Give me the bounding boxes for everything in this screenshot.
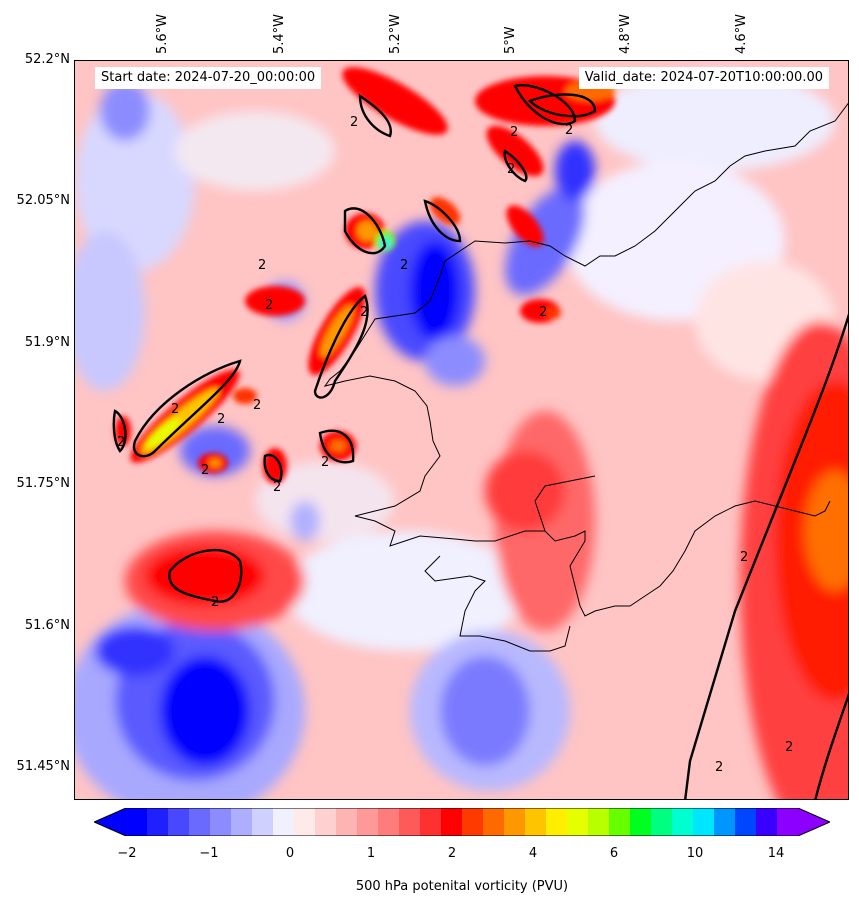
colorbar-segment [126, 808, 148, 836]
lat-label-51.9n: 51.9°N [24, 335, 70, 350]
start-date-label: Start date: 2024-07-20_00:00:00 [95, 67, 322, 89]
contour-label: 2 [273, 480, 281, 495]
cb-tick-1: 1 [366, 846, 376, 861]
colorbar-segment [756, 808, 778, 836]
contour-label: 2 [201, 463, 209, 478]
contour-label: 2 [211, 595, 219, 610]
contour-label: 2 [400, 258, 408, 273]
cb-tick-10: 10 [686, 846, 704, 861]
contour-label: 2 [507, 162, 515, 177]
colorbar-segment [483, 808, 505, 836]
colorbar-segment [168, 808, 190, 836]
colorbar-segment [735, 808, 757, 836]
colorbar-segment [399, 808, 421, 836]
colorbar-segment [189, 808, 211, 836]
pv-field: 2 2 2 2 2 2 2 2 2 2 2 2 2 2 2 2 2 2 2 2 [75, 61, 848, 799]
colorbar-segment [231, 808, 253, 836]
contour-label: 2 [321, 455, 329, 470]
lon-label-5.6w: 5.6°W [155, 13, 170, 54]
contour-label: 2 [117, 435, 125, 450]
lat-label-51.45n: 51.45°N [16, 759, 70, 774]
cb-tick-4: 4 [528, 846, 538, 861]
lon-label-4.8w: 4.8°W [618, 13, 633, 54]
colorbar-segment [525, 808, 547, 836]
contour-label: 2 [565, 123, 573, 138]
cb-tick-14: 14 [767, 846, 785, 861]
contour-label: 2 [360, 305, 368, 320]
colorbar-segment [336, 808, 358, 836]
lat-label-51.75n: 51.75°N [16, 476, 70, 491]
pv-field-smooth [75, 71, 848, 799]
colorbar-segment [462, 808, 484, 836]
lat-label-52.2n: 52.2°N [24, 52, 70, 67]
contour-label: 2 [740, 550, 748, 565]
contour-label: 2 [265, 298, 273, 313]
colorbar-extend-min [94, 808, 126, 836]
pv-contours [112, 84, 848, 799]
colorbar-segment [210, 808, 232, 836]
lon-label-5w: 5°W [503, 26, 518, 54]
colorbar-segment [273, 808, 295, 836]
colorbar-segment [567, 808, 589, 836]
colorbar-segment [693, 808, 715, 836]
colorbar-segment [252, 808, 274, 836]
colorbar-segment [294, 808, 316, 836]
colorbar-segment [378, 808, 400, 836]
colorbar-label: 500 hPa potenital vorticity (PVU) [355, 879, 569, 894]
contour-label: 2 [217, 412, 225, 427]
contour-label: 2 [253, 398, 261, 413]
lon-label-5.2w: 5.2°W [388, 13, 403, 54]
valid-date-label: Valid_date: 2024-07-20T10:00:00.00 [578, 67, 829, 89]
contour-label: 2 [715, 760, 723, 775]
colorbar-segment [420, 808, 442, 836]
colorbar-segment [504, 808, 526, 836]
colorbar-segment [588, 808, 610, 836]
coastline-south [424, 555, 571, 652]
colorbar [94, 808, 830, 836]
colorbar-segment [147, 808, 169, 836]
colorbar-segment [441, 808, 463, 836]
contour-labels: 2 2 2 2 2 2 2 2 2 2 2 2 2 2 2 2 2 2 2 2 [117, 115, 793, 775]
coastline-estuary [534, 475, 596, 532]
coastline [323, 102, 848, 617]
pv-map: 2 2 2 2 2 2 2 2 2 2 2 2 2 2 2 2 2 2 2 2 [74, 60, 849, 800]
contour-label: 2 [258, 258, 266, 273]
cb-tick-0: 0 [285, 846, 295, 861]
contour-label: 2 [350, 115, 358, 130]
contour-label: 2 [171, 402, 179, 417]
contour-label: 2 [539, 305, 547, 320]
colorbar-segment [777, 808, 799, 836]
colorbar-segment [630, 808, 652, 836]
cb-tick-minus1: −1 [199, 846, 219, 861]
colorbar-segment [651, 808, 673, 836]
colorbar-segment [315, 808, 337, 836]
pv-field-detail [115, 67, 615, 484]
colorbar-segment [672, 808, 694, 836]
cb-tick-minus2: −2 [117, 846, 137, 861]
lon-label-4.6w: 4.6°W [734, 13, 749, 54]
colorbar-extend-max [798, 808, 830, 836]
colorbar-segment [357, 808, 379, 836]
colorbar-segment [714, 808, 736, 836]
lon-label-5.4w: 5.4°W [272, 13, 287, 54]
contour-label: 2 [510, 125, 518, 140]
colorbar-segment [609, 808, 631, 836]
lat-label-51.6n: 51.6°N [24, 618, 70, 633]
colorbar-segment [546, 808, 568, 836]
cb-tick-6: 6 [609, 846, 619, 861]
cb-tick-2: 2 [447, 846, 457, 861]
contour-label: 2 [785, 740, 793, 755]
lat-label-52.05n: 52.05°N [16, 193, 70, 208]
